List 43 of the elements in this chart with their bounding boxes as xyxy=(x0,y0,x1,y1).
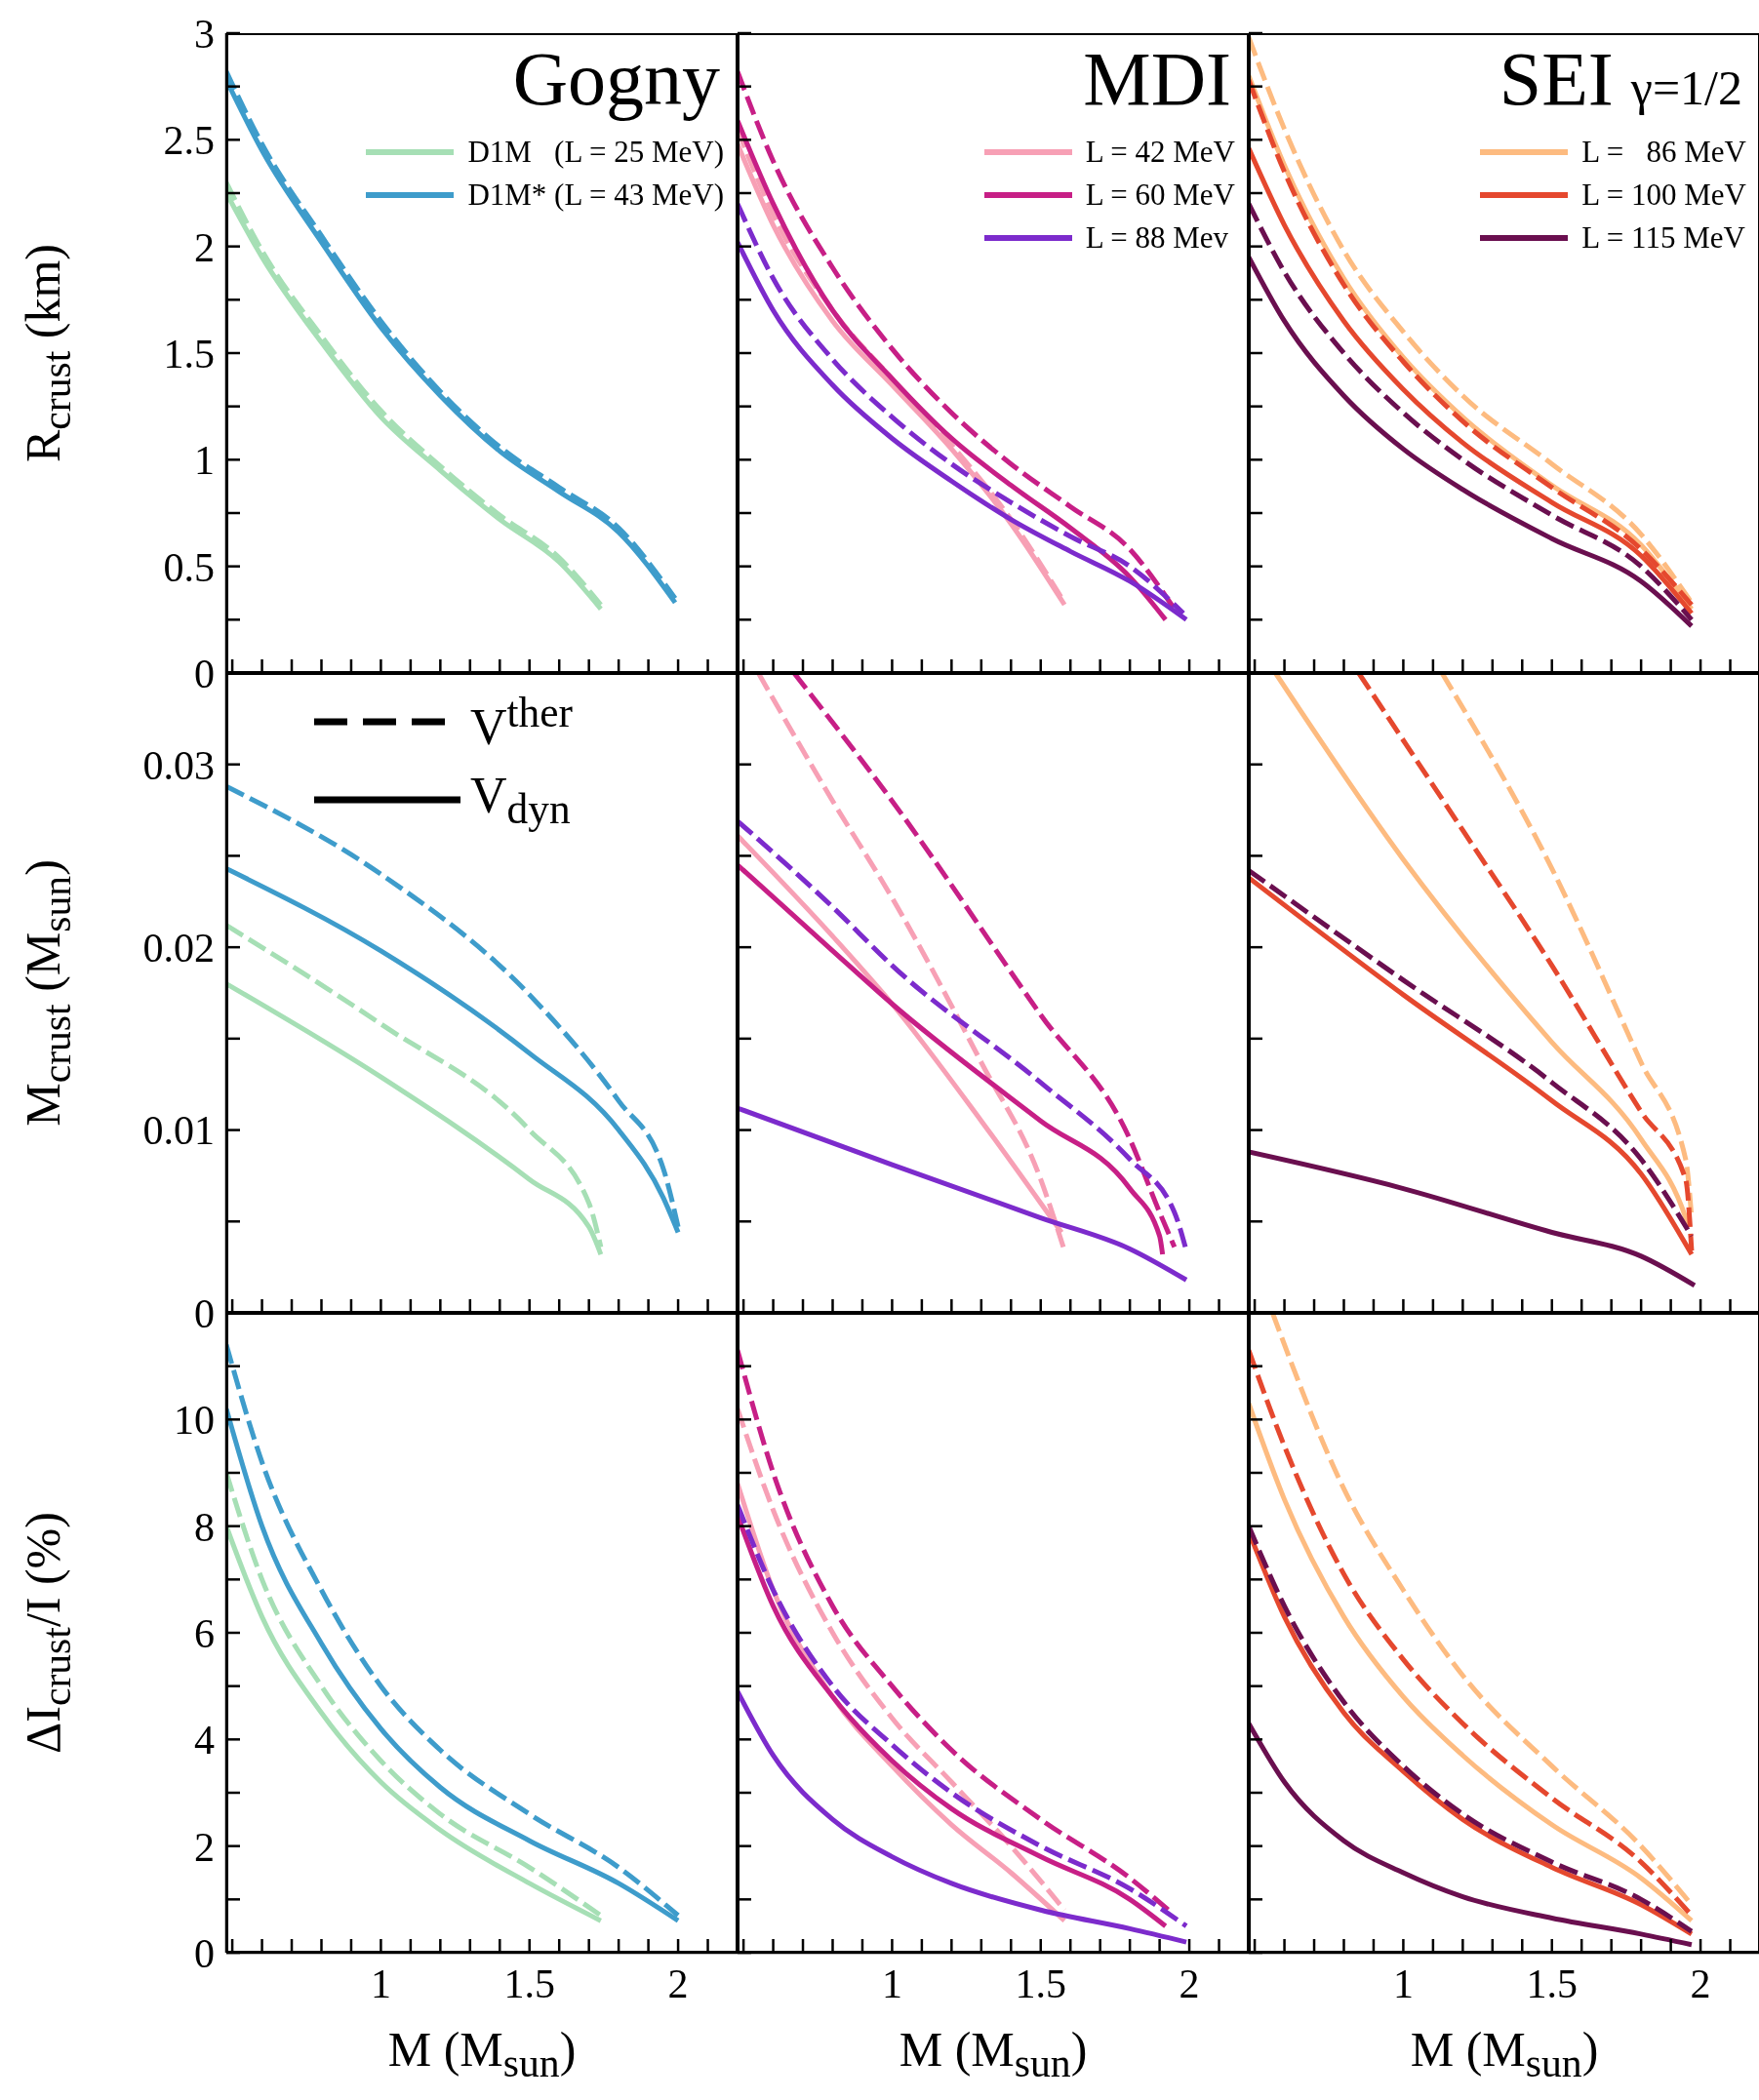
legend-label: L = 100 MeV xyxy=(1581,178,1746,213)
legend-label: L = 42 MeV xyxy=(1085,135,1235,170)
x-tick-label: 1.5 xyxy=(1526,1961,1578,2006)
x-tick-label: 2 xyxy=(667,1961,689,2006)
x-axis-title: M (M$_{sun}$) xyxy=(386,2021,578,2086)
annotation: V$_{dyn}$ xyxy=(470,766,571,834)
legend-label: L = 86 MeV xyxy=(1581,135,1746,170)
y-tick-label: 10 xyxy=(174,1398,215,1444)
x-tick-label: 1 xyxy=(881,1961,902,2006)
y-tick-label: 8 xyxy=(194,1504,215,1550)
x-tick-label: 1 xyxy=(370,1961,391,2006)
y-tick-label: 4 xyxy=(194,1718,215,1763)
chart-title: Gogny xyxy=(512,36,720,121)
chart-title: MDI xyxy=(1083,36,1231,121)
x-tick-label: 1.5 xyxy=(1015,1961,1066,2006)
legend-label: L = 60 MeV xyxy=(1085,178,1235,213)
annotation: V$^{ther}$ xyxy=(470,687,573,757)
y-tick-label: 0 xyxy=(194,1290,215,1336)
y-tick-label: 1 xyxy=(194,438,215,484)
y-tick-label: 1.5 xyxy=(163,331,215,376)
x-tick-label: 2 xyxy=(1690,1961,1711,2006)
legend-label: D1M (L = 25 MeV) xyxy=(467,135,724,170)
legend-label: L = 115 MeV xyxy=(1581,220,1745,256)
y-tick-label: 0.5 xyxy=(163,544,215,590)
legend-label: L = 88 Mev xyxy=(1085,220,1229,256)
legend-label: D1M* (L = 43 MeV) xyxy=(467,178,724,213)
text: γ=1/2 xyxy=(1630,60,1742,115)
x-axis-title: M (M$_{sun}$) xyxy=(898,2021,1089,2086)
y-tick-label: 0.02 xyxy=(142,926,215,971)
y-tick-label: 3 xyxy=(194,11,215,57)
x-tick-label: 1.5 xyxy=(503,1961,555,2006)
y-tick-label: 0.01 xyxy=(142,1108,215,1154)
y-tick-label: 0.03 xyxy=(142,742,215,788)
y-tick-label: 0 xyxy=(194,1930,215,1976)
y-tick-label: 0 xyxy=(194,651,215,696)
y-tick-label: 2 xyxy=(194,1824,215,1870)
y-tick-label: 6 xyxy=(194,1610,215,1656)
y-tick-label: 2.5 xyxy=(163,118,215,164)
chart-title: SEI xyxy=(1499,36,1614,121)
x-axis-title: M (M$_{sun}$) xyxy=(1409,2021,1600,2086)
x-tick-label: 1 xyxy=(1392,1961,1414,2006)
y-tick-label: 2 xyxy=(194,224,215,270)
x-tick-label: 2 xyxy=(1179,1961,1200,2006)
